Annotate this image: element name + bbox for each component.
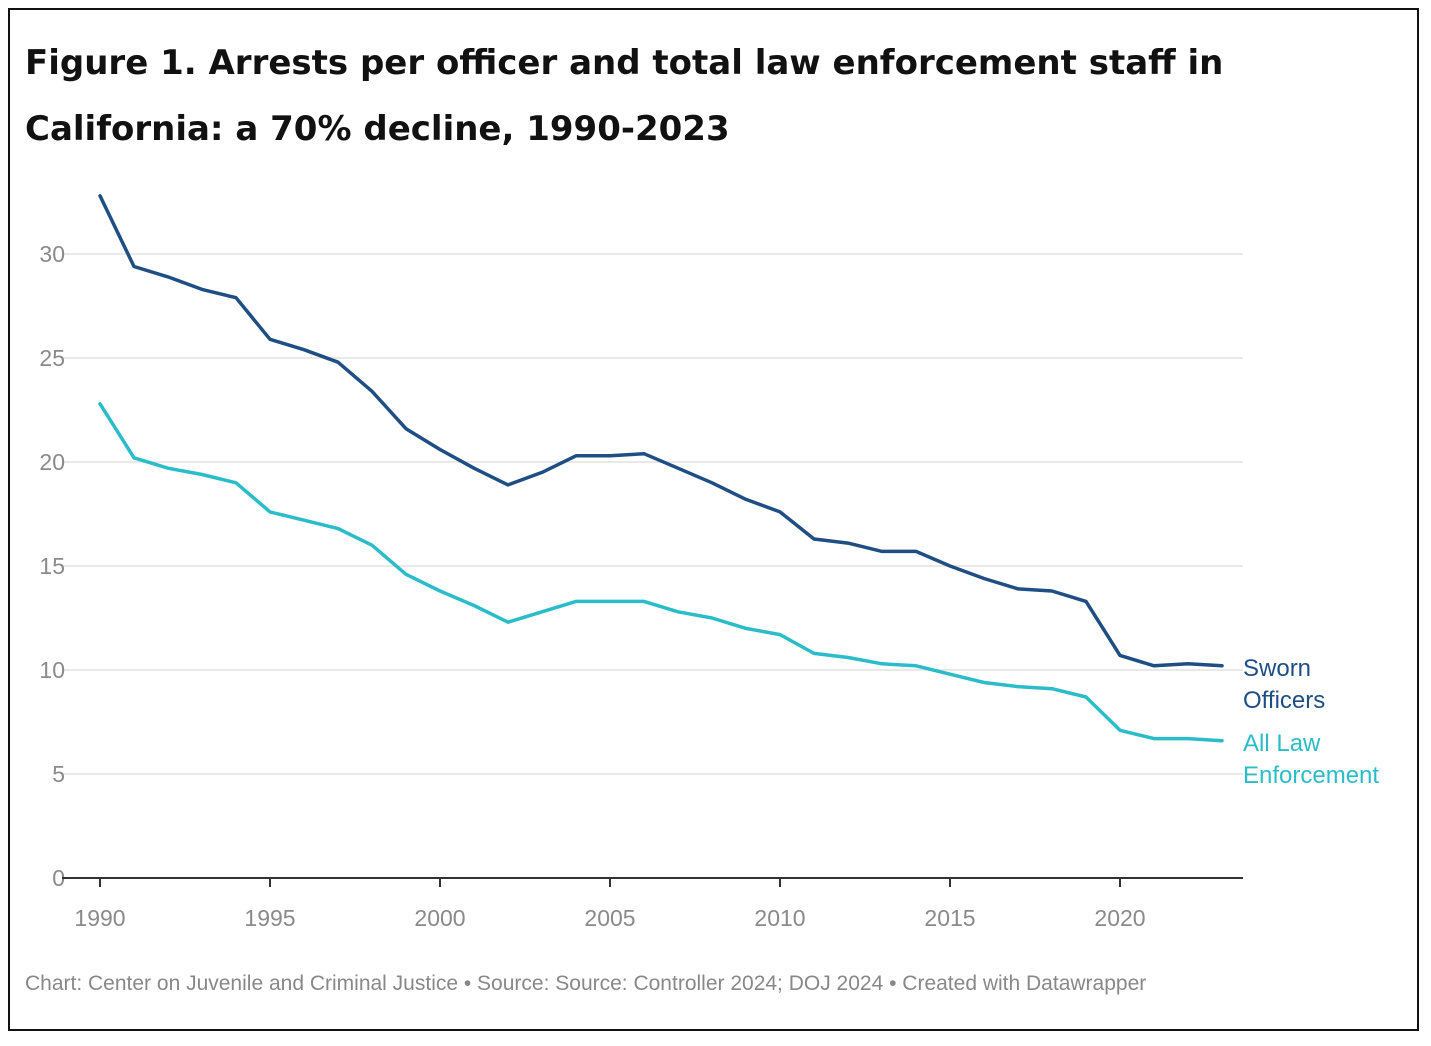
series-label-all-law-enforcement: Enforcement [1243,762,1379,789]
series-labels: Sworn Officers All Law Enforcement [1243,655,1379,789]
series-lines [98,194,1224,743]
y-tick-label-15: 15 [39,553,65,579]
y-tick-label-20: 20 [39,449,65,475]
series-label-all-law-enforcement: All Law [1243,730,1321,757]
chart-footer: Chart: Center on Juvenile and Criminal J… [25,972,1147,995]
x-tick-label-2010: 2010 [754,905,805,931]
y-tick-label-0: 0 [52,865,65,891]
series-label-sworn-officers: Officers [1243,687,1325,714]
y-tick-label-25: 25 [39,345,65,371]
x-tick-label-2015: 2015 [924,905,975,931]
figure-frame [8,8,1419,1031]
x-tick-label-1990: 1990 [74,905,125,931]
x-tick-label-2005: 2005 [584,905,635,931]
x-tick-label-2000: 2000 [414,905,465,931]
series-label-sworn-officers: Sworn [1243,655,1311,682]
y-tick-label-5: 5 [52,761,65,787]
x-tick-label-2020: 2020 [1094,905,1145,931]
y-tick-label-30: 30 [39,241,65,267]
y-tick-label-10: 10 [39,657,65,683]
series-line-all-law-enforcement [98,402,1224,743]
axes: 0 5 10 15 20 25 30 1990 1995 2000 2005 2010 2015 2020 [39,241,1243,931]
chart-title: Figure 1. Arrests per officer and total … [25,43,1224,149]
gridlines [62,253,1243,775]
series-line-sworn-officers [98,194,1224,668]
x-tick-label-1995: 1995 [244,905,295,931]
